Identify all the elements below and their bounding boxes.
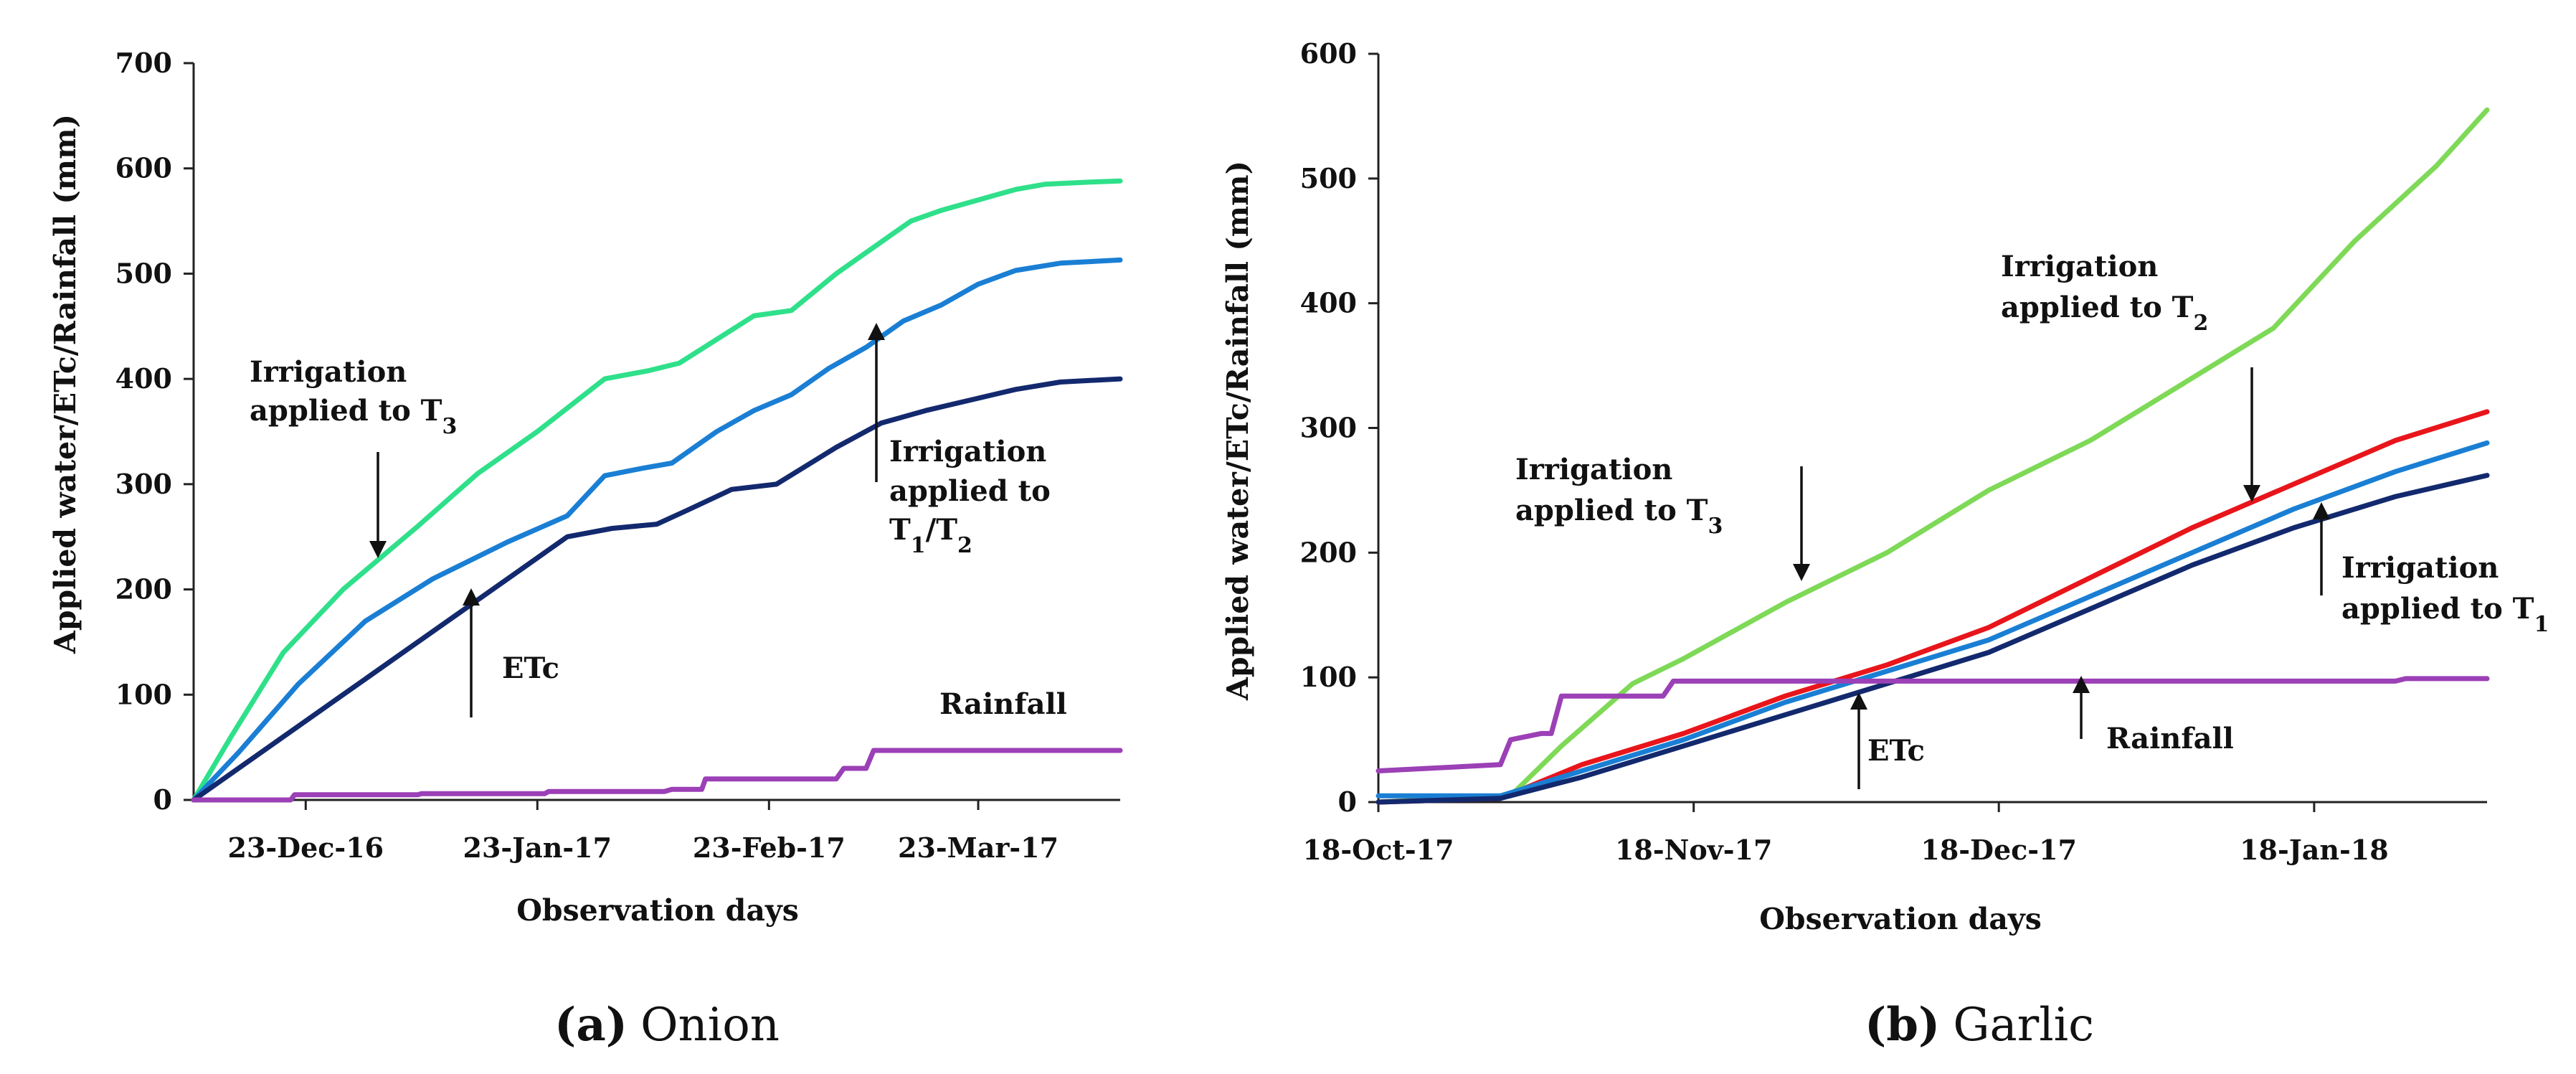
garlic-ann-t1-sub: 1: [2534, 612, 2549, 637]
a-series-etc: [191, 376, 1123, 803]
garlic-x-axis-title: Observation days: [1759, 902, 2042, 936]
onion-ann-etc: ETc: [502, 651, 559, 685]
garlic-ann-etc: ETc: [1867, 734, 1925, 768]
onion-series: [191, 178, 1123, 803]
a-ytick-label: 0: [153, 783, 172, 816]
b-series-etc: [1375, 473, 2490, 805]
garlic-y-ticks: 0 100 200 300 400 500 600: [1300, 37, 1378, 818]
a-xtick-label: 23-Dec-16: [228, 832, 384, 864]
onion-caption: (a) Onion: [554, 998, 780, 1052]
a-xtick-label: 23-Feb-17: [693, 832, 846, 864]
onion-ann-rainfall: Rainfall: [939, 687, 1067, 721]
onion-chart: Applied water/ETc/Rainfall (mm) Observat…: [48, 47, 1123, 1052]
onion-ann-t12-line3: T1/T2: [889, 513, 972, 558]
garlic-ann-t2-sub: 2: [2193, 311, 2208, 336]
a-ytick-label: 100: [115, 678, 172, 710]
b-ytick-label: 400: [1300, 287, 1357, 319]
a-series-irrigation-applied-to-t1-t2: [191, 257, 1123, 803]
onion-arrowhead-t12: [868, 323, 885, 340]
a-ytick-label: 300: [115, 468, 172, 500]
a-ytick-label: 500: [115, 257, 172, 289]
a-ytick-label: 700: [115, 47, 172, 79]
garlic-arrowhead-t2: [2243, 485, 2260, 502]
b-series-irrigation-applied-to-t1: [1375, 440, 2490, 799]
a-ytick-label: 400: [115, 362, 172, 395]
garlic-caption: (b) Garlic: [1865, 998, 2094, 1052]
garlic-ann-t1-line2: applied to T1: [2341, 592, 2549, 637]
onion-ann-t1-sub: 1: [911, 533, 926, 558]
garlic-ann-t3-line1: Irrigation: [1515, 453, 1672, 486]
onion-ann-t3-sub: 3: [442, 414, 457, 439]
b-ytick-label: 200: [1300, 536, 1357, 568]
onion-x-axis-title: Observation days: [516, 893, 799, 928]
a-series-rainfall: [191, 748, 1123, 803]
onion-caption-name: Onion: [640, 999, 780, 1052]
onion-arrowhead-t3: [369, 541, 387, 558]
garlic-ann-t3-prefix: applied to T: [1515, 494, 1708, 527]
garlic-arrowhead-etc: [1850, 692, 1867, 710]
a-series-irrigation-applied-to-t3: [191, 178, 1123, 803]
b-series-rainfall: [1375, 676, 2490, 773]
garlic-x-ticks: 18-Oct-17 18-Nov-17 18-Dec-17 18-Jan-18: [1302, 802, 2389, 866]
onion-ann-t2-sub: 2: [957, 533, 972, 558]
garlic-ann-t2-prefix: applied to T: [2001, 291, 2194, 324]
garlic-ann-t1-prefix: applied to T: [2341, 592, 2534, 626]
a-ytick-label: 600: [115, 152, 172, 184]
b-series-irrigation-applied-to-t2: [1375, 107, 2490, 805]
garlic-ann-rainfall: Rainfall: [2106, 722, 2234, 755]
onion-arrowhead-etc: [463, 588, 480, 606]
onion-y-axis-title: Applied water/ETc/Rainfall (mm): [48, 114, 82, 654]
b-ytick-label: 100: [1300, 661, 1357, 693]
onion-x-ticks: 23-Dec-16 23-Jan-17 23-Feb-17 23-Mar-17: [228, 800, 1059, 864]
onion-y-ticks: 0 100 200 300 400 500 600 700: [115, 47, 194, 816]
onion-caption-label: (a): [554, 998, 628, 1052]
garlic-arrowhead-rainfall: [2073, 676, 2090, 693]
onion-ann-t3-line2: applied to T3: [250, 394, 457, 439]
b-ytick-label: 600: [1300, 37, 1357, 70]
b-xtick-label: 18-Dec-17: [1921, 834, 2077, 866]
b-xtick-label: 18-Jan-18: [2240, 834, 2389, 866]
a-xtick-label: 23-Jan-17: [463, 832, 612, 864]
a-xtick-label: 23-Mar-17: [898, 832, 1059, 864]
garlic-caption-label: (b): [1865, 998, 1940, 1052]
garlic-chart: Applied water/ETc/Rainfall (mm) Observat…: [1221, 37, 2549, 1052]
a-ytick-label: 200: [115, 573, 172, 606]
garlic-ann-t1-line1: Irrigation: [2341, 551, 2499, 585]
garlic-ann-t2-line2: applied to T2: [2001, 291, 2208, 336]
onion-ann-t3-line1: Irrigation: [250, 355, 407, 389]
b-xtick-label: 18-Oct-17: [1302, 834, 1454, 866]
garlic-caption-name: Garlic: [1953, 999, 2094, 1052]
garlic-ann-t2-line1: Irrigation: [2001, 250, 2158, 283]
onion-ann-t12-line1: Irrigation: [889, 435, 1046, 468]
b-ytick-label: 300: [1300, 412, 1357, 444]
onion-ann-slash-t2: /T: [926, 513, 958, 547]
onion-ann-t1-letter: T: [889, 513, 911, 547]
garlic-series: [1375, 107, 2490, 805]
onion-ann-t12-line2: applied to: [889, 474, 1051, 508]
garlic-arrowhead-t3: [1793, 564, 1810, 581]
garlic-y-axis-title: Applied water/ETc/Rainfall (mm): [1221, 161, 1255, 701]
b-ytick-label: 500: [1300, 162, 1357, 194]
b-series-red-series: [1375, 409, 2490, 805]
garlic-ann-t3-line2: applied to T3: [1515, 494, 1723, 539]
garlic-arrowhead-t1: [2313, 502, 2330, 519]
garlic-ann-t3-sub: 3: [1708, 514, 1723, 539]
b-ytick-label: 0: [1338, 786, 1357, 818]
b-xtick-label: 18-Nov-17: [1615, 834, 1772, 866]
onion-ann-t3-prefix: applied to T: [250, 394, 442, 428]
